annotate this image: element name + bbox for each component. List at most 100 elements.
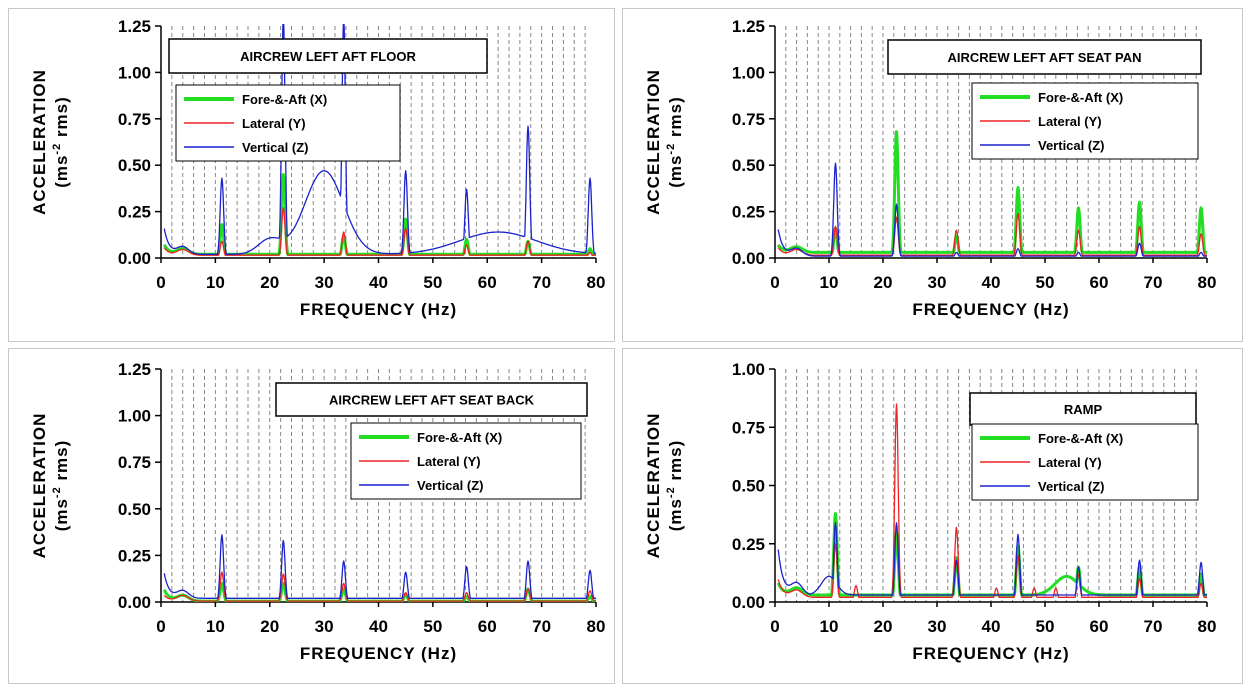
x-tick-label: 40 (982, 273, 1001, 292)
x-tick-label: 80 (1198, 273, 1217, 292)
legend-label-lateral-y: Lateral (Y) (417, 454, 481, 469)
chart-title: RAMP (1064, 402, 1103, 417)
y-tick-label: 1.00 (118, 407, 151, 426)
x-tick-label: 80 (1198, 617, 1217, 636)
x-tick-label: 70 (532, 617, 551, 636)
y-tick-label: 0.75 (732, 110, 765, 129)
y-tick-label: 1.25 (118, 17, 151, 36)
legend-label-vertical-z: Vertical (Z) (242, 140, 308, 155)
chart-panel-aircrew-left-aft-seat-pan: 0.00 0.25 0.50 0.75 1.00 1.25 0 10 20 30 40 50 60 70 8… (622, 8, 1243, 342)
y-axis-title: ACCELERATION (30, 413, 49, 559)
chart-title: AIRCREW LEFT AFT SEAT BACK (329, 393, 535, 408)
x-tick-label: 10 (820, 273, 839, 292)
x-tick-label: 50 (423, 273, 442, 292)
x-tick-label: 60 (478, 617, 497, 636)
chart-title-box (887, 39, 1202, 75)
x-tick-label: 70 (532, 273, 551, 292)
legend-label-fore-aft-x: Fore-&-Aft (X) (242, 92, 327, 107)
series-line-lateral-y (163, 571, 596, 602)
x-tick-label: 50 (1036, 617, 1055, 636)
chart-svg: 0.00 0.25 0.50 0.75 1.00 1.25 0 10 20 30 40 50 60 70 8… (30, 17, 606, 319)
series-line-vertical-z (777, 162, 1207, 257)
chart-title-box (969, 392, 1197, 426)
chart-panel-aircrew-left-aft-seat-back: 0.00 0.25 0.50 0.75 1.00 1.25 0 10 20 30 40 50 60 70 8… (8, 348, 615, 684)
x-tick-label: 0 (156, 273, 165, 292)
y-tick-label: 1.00 (118, 63, 151, 82)
series-line-fore-aft-x (777, 130, 1207, 254)
y-tick-label: 0.00 (732, 593, 765, 612)
x-tick-label: 50 (1036, 273, 1055, 292)
y-tick-label: 0.00 (732, 249, 765, 268)
y-tick-label: 0.75 (732, 418, 765, 437)
legend-label-lateral-y: Lateral (Y) (1038, 455, 1102, 470)
x-axis-title: FREQUENCY (Hz) (300, 300, 457, 319)
x-tick-label: 60 (478, 273, 497, 292)
series-line-vertical-z (777, 522, 1207, 596)
legend-label-fore-aft-x: Fore-&-Aft (X) (1038, 431, 1123, 446)
x-axis-title: FREQUENCY (Hz) (300, 644, 457, 663)
series-line-lateral-y (777, 403, 1207, 598)
chart-svg: 0.00 0.25 0.50 0.75 1.00 1.25 0 10 20 30 40 50 60 70 8… (30, 360, 606, 663)
chart-panel-aircrew-left-aft-floor: 0.00 0.25 0.50 0.75 1.00 1.25 0 10 20 30 40 50 60 70 8… (8, 8, 615, 342)
x-tick-label: 20 (874, 617, 893, 636)
x-tick-label: 70 (1144, 617, 1163, 636)
x-tick-label: 10 (206, 617, 225, 636)
y-axis-units: (ms-2 rms) (51, 440, 71, 532)
chart-svg: 0.00 0.25 0.50 0.75 1.00 0 10 20 30 40 50 60 70 80 FRE… (644, 360, 1217, 663)
y-tick-label: 1.25 (118, 360, 151, 379)
x-tick-label: 10 (820, 617, 839, 636)
y-axis-title: ACCELERATION (644, 413, 663, 559)
x-tick-label: 40 (369, 273, 388, 292)
chart-panel-ramp: 0.00 0.25 0.50 0.75 1.00 0 10 20 30 40 50 60 70 80 FRE… (622, 348, 1243, 684)
y-axis-units: (ms-2 rms) (665, 96, 685, 188)
y-tick-label: 0.50 (118, 500, 151, 519)
chart-svg: 0.00 0.25 0.50 0.75 1.00 1.25 0 10 20 30 40 50 60 70 8… (644, 17, 1217, 319)
y-axis-units: (ms-2 rms) (51, 96, 71, 188)
legend-label-vertical-z: Vertical (Z) (1038, 479, 1104, 494)
y-tick-label: 0.25 (118, 546, 151, 565)
x-tick-label: 0 (770, 273, 779, 292)
legend-label-fore-aft-x: Fore-&-Aft (X) (417, 430, 502, 445)
y-tick-label: 0.00 (118, 593, 151, 612)
chart-title: AIRCREW LEFT AFT FLOOR (240, 49, 416, 64)
y-axis-title: ACCELERATION (644, 69, 663, 215)
x-tick-label: 60 (1090, 273, 1109, 292)
y-tick-label: 1.25 (732, 17, 765, 36)
x-tick-label: 70 (1144, 273, 1163, 292)
y-tick-label: 0.00 (118, 249, 151, 268)
series-line-lateral-y (163, 207, 596, 256)
series-line-vertical-z (163, 24, 596, 255)
legend-label-lateral-y: Lateral (Y) (1038, 114, 1102, 129)
legend-label-fore-aft-x: Fore-&-Aft (X) (1038, 90, 1123, 105)
legend-label-lateral-y: Lateral (Y) (242, 116, 306, 131)
legend-label-vertical-z: Vertical (Z) (417, 478, 483, 493)
x-tick-label: 80 (587, 617, 606, 636)
y-axis-title: ACCELERATION (30, 69, 49, 215)
x-tick-label: 40 (982, 617, 1001, 636)
y-tick-label: 0.75 (118, 110, 151, 129)
x-tick-label: 30 (928, 273, 947, 292)
x-tick-label: 60 (1090, 617, 1109, 636)
x-tick-label: 20 (260, 617, 279, 636)
x-axis-title: FREQUENCY (Hz) (912, 644, 1069, 663)
x-tick-label: 0 (156, 617, 165, 636)
y-tick-label: 1.00 (732, 63, 765, 82)
y-tick-label: 0.25 (118, 203, 151, 222)
x-tick-label: 20 (874, 273, 893, 292)
y-axis-units: (ms-2 rms) (665, 440, 685, 532)
x-tick-label: 20 (260, 273, 279, 292)
x-tick-label: 0 (770, 617, 779, 636)
y-tick-label: 0.50 (732, 156, 765, 175)
y-tick-label: 0.25 (732, 535, 765, 554)
x-tick-label: 30 (315, 273, 334, 292)
y-tick-label: 0.50 (732, 477, 765, 496)
y-tick-label: 0.25 (732, 203, 765, 222)
chart-title: AIRCREW LEFT AFT SEAT PAN (947, 50, 1141, 65)
legend-label-vertical-z: Vertical (Z) (1038, 138, 1104, 153)
series-line-vertical-z (163, 534, 596, 599)
y-tick-label: 1.00 (732, 360, 765, 379)
x-tick-label: 40 (369, 617, 388, 636)
y-tick-label: 0.75 (118, 453, 151, 472)
series-line-lateral-y (777, 212, 1207, 256)
x-tick-label: 80 (587, 273, 606, 292)
